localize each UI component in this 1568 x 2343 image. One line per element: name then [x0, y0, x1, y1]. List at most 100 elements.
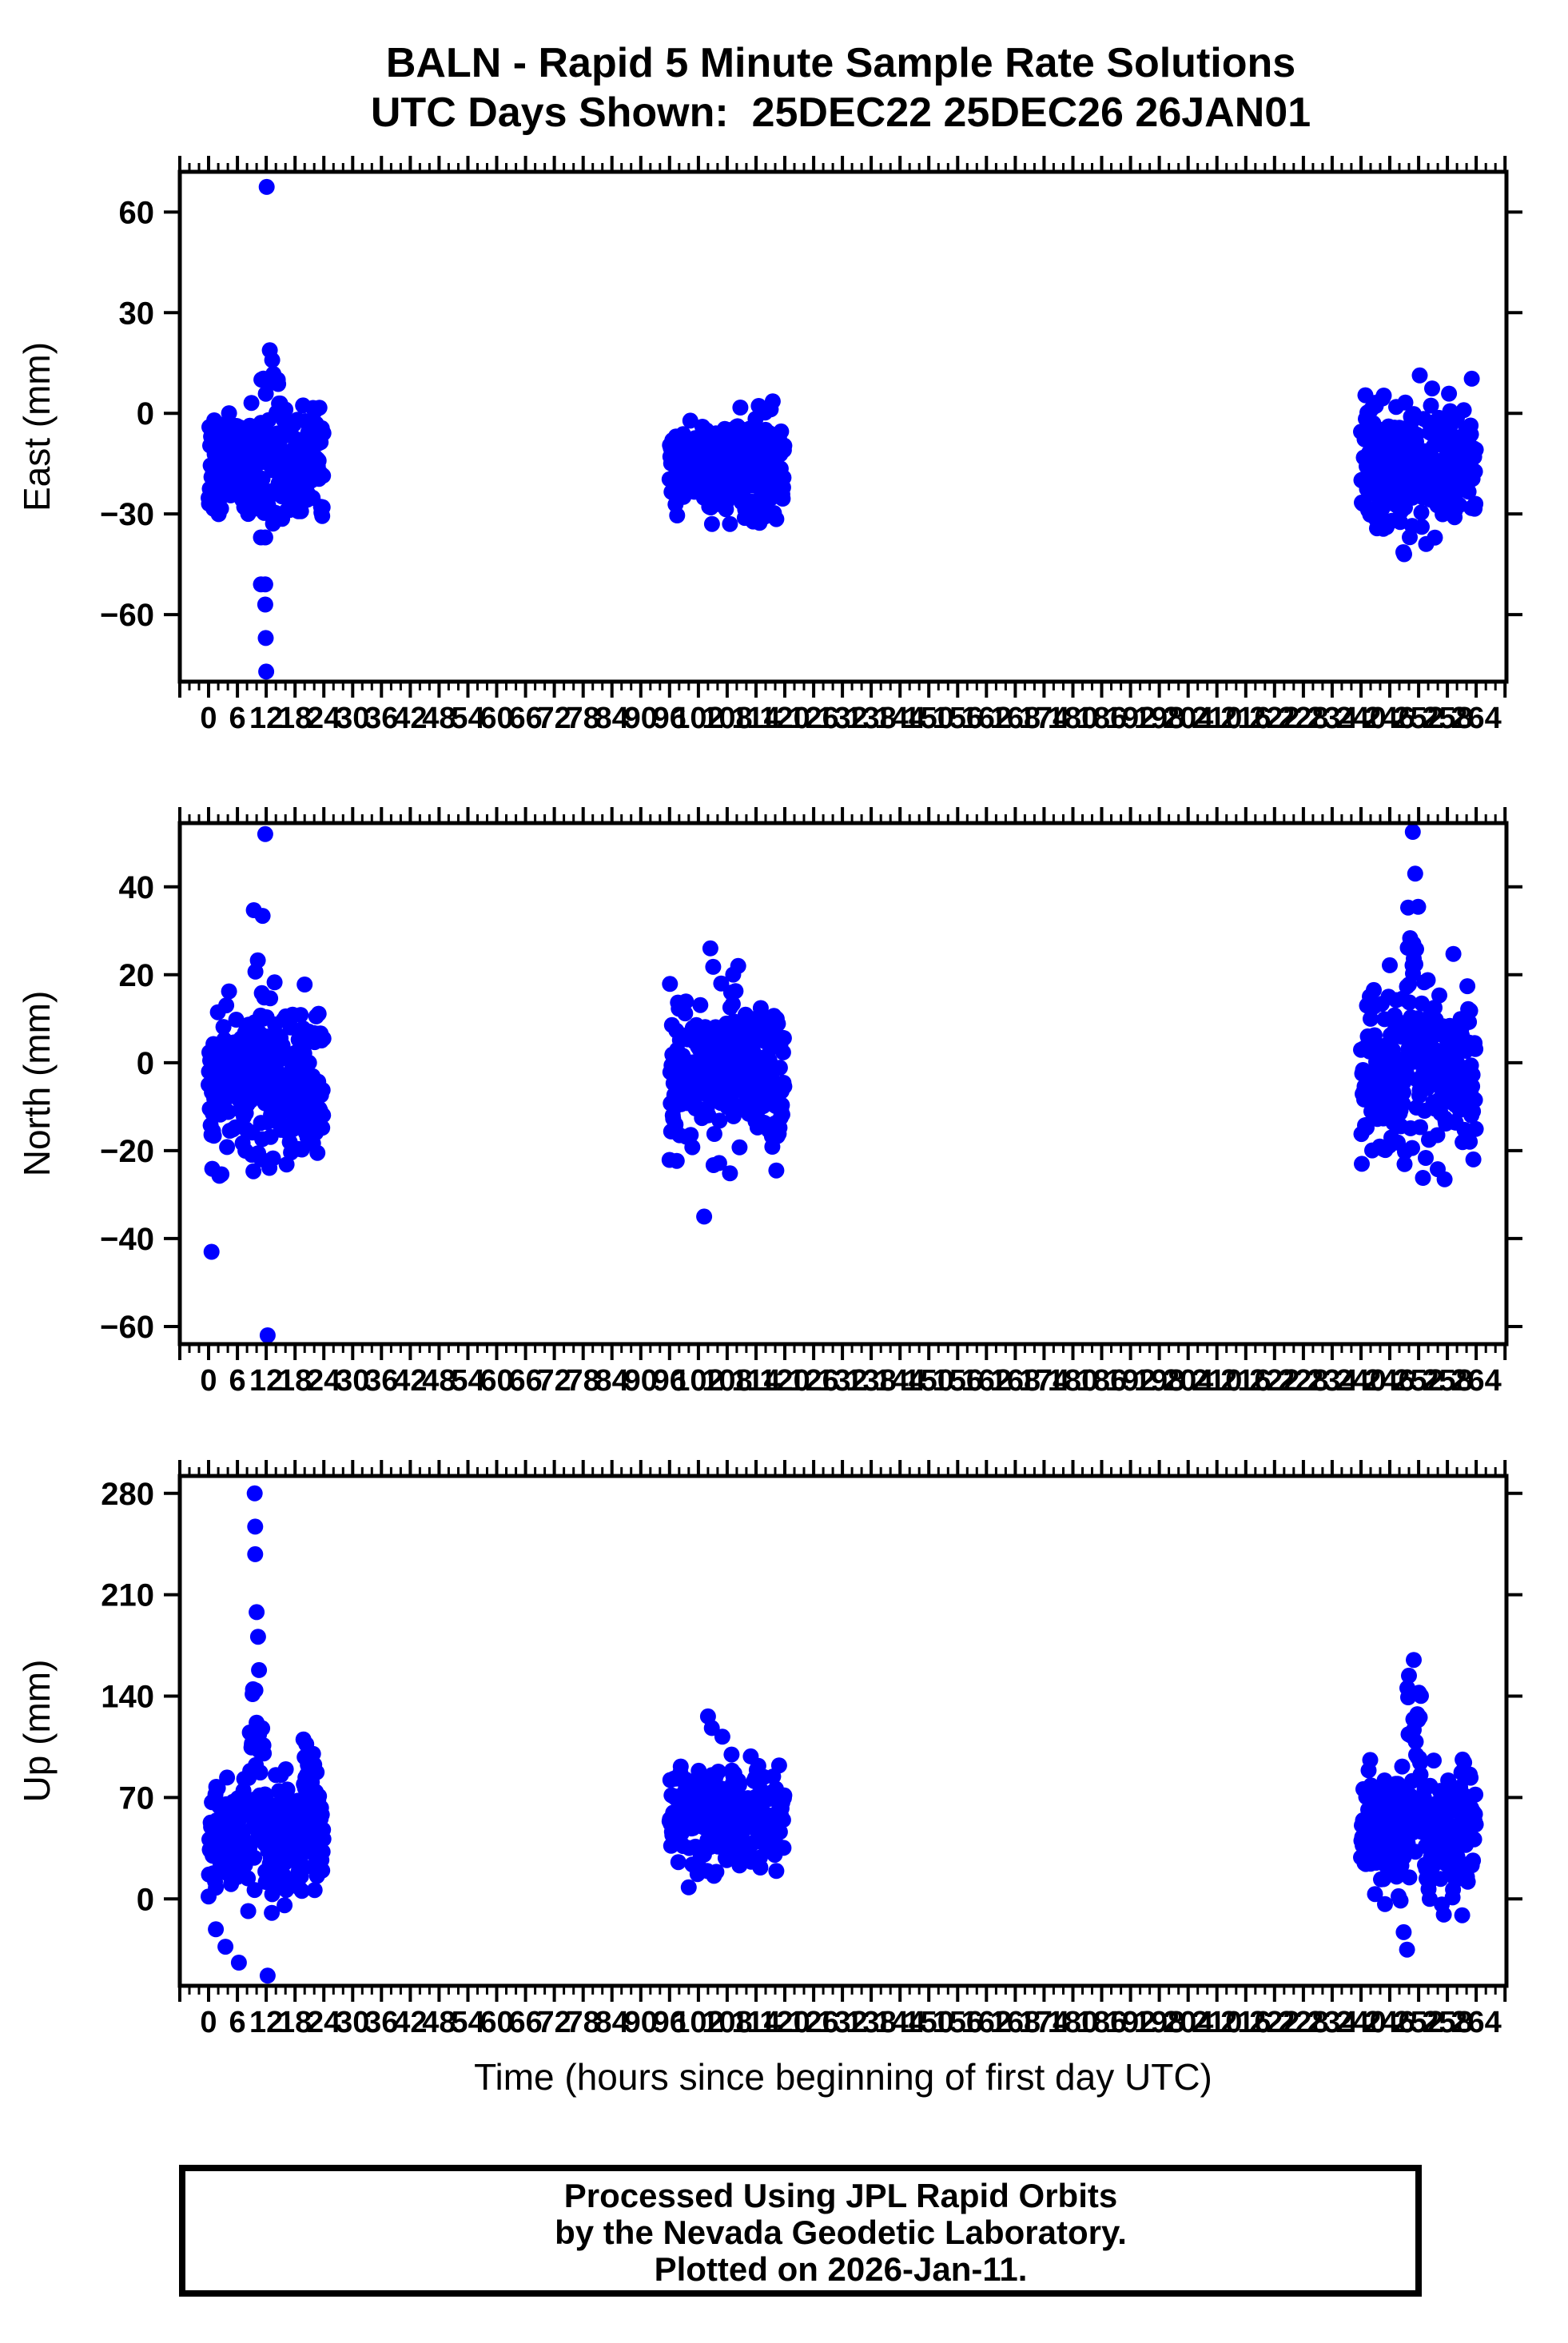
x-tick-label: 162	[961, 1364, 1012, 1398]
data-point	[1375, 388, 1392, 404]
data-point	[306, 1882, 323, 1899]
x-tick-label: 204	[1163, 1364, 1213, 1398]
x-tick-label: 24	[307, 702, 340, 735]
data-point-outlier	[1406, 1652, 1422, 1669]
y-tick-label: 40	[119, 870, 155, 905]
y-tick-label: −40	[100, 1222, 154, 1257]
data-point	[277, 1897, 293, 1914]
x-tick-label: 150	[903, 1364, 953, 1398]
x-tick-label: 180	[1048, 2006, 1098, 2039]
data-point	[1367, 1886, 1383, 1903]
data-point	[774, 1106, 790, 1123]
data-point	[1427, 529, 1443, 546]
data-point	[710, 1155, 727, 1172]
x-tick-label: 246	[1364, 2006, 1415, 2039]
x-tick-label: 186	[1077, 702, 1127, 735]
data-point	[1426, 1752, 1442, 1769]
x-tick-label: 144	[874, 2006, 925, 2039]
data-point	[1422, 1891, 1438, 1907]
data-point	[692, 996, 709, 1013]
data-point	[771, 1060, 788, 1076]
x-tick-label: 252	[1393, 702, 1443, 735]
data-point	[1375, 1871, 1391, 1888]
data-point-outlier	[1404, 824, 1421, 840]
data-point	[775, 1840, 792, 1856]
data-point	[277, 401, 294, 418]
x-tick-label: 192	[1105, 2006, 1156, 2039]
x-tick-label: 30	[336, 1364, 369, 1398]
data-point	[228, 1012, 245, 1028]
x-tick-label: 222	[1249, 2006, 1299, 2039]
data-point	[1424, 380, 1440, 397]
x-tick-label: 54	[451, 1364, 484, 1398]
data-point	[678, 993, 694, 1010]
x-tick-label: 54	[451, 702, 484, 735]
x-tick-label: 258	[1422, 1364, 1472, 1398]
y-axis-title-east: East (mm)	[16, 342, 58, 511]
data-point	[1354, 1156, 1370, 1172]
data-point	[773, 423, 790, 440]
data-point	[774, 491, 791, 507]
y-tick-label: 0	[137, 396, 154, 432]
x-tick-label: 162	[961, 702, 1012, 735]
data-point	[723, 1746, 740, 1763]
x-tick-label: 60	[480, 702, 513, 735]
x-tick-label: 114	[731, 702, 780, 735]
figure-title: BALN - Rapid 5 Minute Sample Rate Soluti…	[386, 40, 1295, 86]
data-point	[1412, 1754, 1428, 1771]
data-point	[1382, 957, 1398, 973]
x-tick-label: 198	[1134, 1364, 1184, 1398]
data-point	[731, 1139, 748, 1156]
data-point	[1464, 1067, 1481, 1083]
x-tick-label: 222	[1249, 1364, 1299, 1398]
x-tick-label: 84	[595, 702, 629, 735]
x-tick-label: 180	[1048, 1364, 1098, 1398]
data-point-outlier	[696, 1208, 713, 1225]
data-point-outlier	[249, 1604, 265, 1621]
x-tick-label: 264	[1451, 702, 1501, 735]
data-point	[308, 1764, 325, 1780]
x-tick-labels: 0 6 12182430364248546066727884909610210811…	[200, 1364, 1501, 1398]
data-point	[776, 1787, 793, 1804]
x-tick-label: 264	[1451, 2006, 1501, 2039]
x-tick-label: 12	[249, 2006, 283, 2039]
x-tick-label: 228	[1278, 1364, 1328, 1398]
x-tick-label: 120	[759, 702, 810, 735]
data-point	[1466, 1831, 1482, 1848]
x-tick-label: 210	[1192, 702, 1242, 735]
data-point	[314, 1862, 331, 1879]
x-tick-label: 240	[1335, 2006, 1386, 2039]
x-tick-label: 78	[567, 702, 600, 735]
data-point	[1423, 397, 1439, 414]
data-point	[264, 1904, 281, 1921]
data-point	[1408, 426, 1425, 443]
data-point	[1392, 1892, 1409, 1909]
x-tick-label: 162	[961, 2006, 1012, 2039]
data-point	[279, 1781, 296, 1798]
data-point	[1427, 1000, 1443, 1016]
x-tick-label: 102	[673, 2006, 723, 2039]
x-tick-label: 132	[817, 702, 867, 735]
panel-north-plot-area: 0 6 12182430364248546066727884909610210811…	[100, 807, 1522, 1398]
data-point	[1411, 1709, 1428, 1726]
data-point	[703, 515, 720, 532]
data-point	[1455, 402, 1472, 419]
x-tick-label: 120	[759, 1364, 810, 1398]
x-tick-label: 210	[1192, 1364, 1242, 1398]
data-point	[1432, 1871, 1449, 1888]
data-point	[1413, 504, 1430, 521]
data-point	[711, 1112, 728, 1129]
data-point-outlier	[208, 1921, 225, 1938]
data-point-outlier	[259, 1967, 276, 1984]
data-point-outlier	[249, 1629, 266, 1645]
data-point	[677, 1005, 694, 1022]
data-point	[770, 1016, 786, 1032]
x-tick-label: 24	[307, 1364, 340, 1398]
data-point	[243, 395, 260, 412]
data-point	[1467, 1040, 1484, 1057]
x-tick-label: 78	[567, 2006, 600, 2039]
y-tick-label: 0	[137, 1882, 154, 1917]
data-point	[221, 983, 237, 1000]
x-tick-label: 0	[200, 1364, 217, 1398]
x-tick-label: 72	[537, 1364, 571, 1398]
